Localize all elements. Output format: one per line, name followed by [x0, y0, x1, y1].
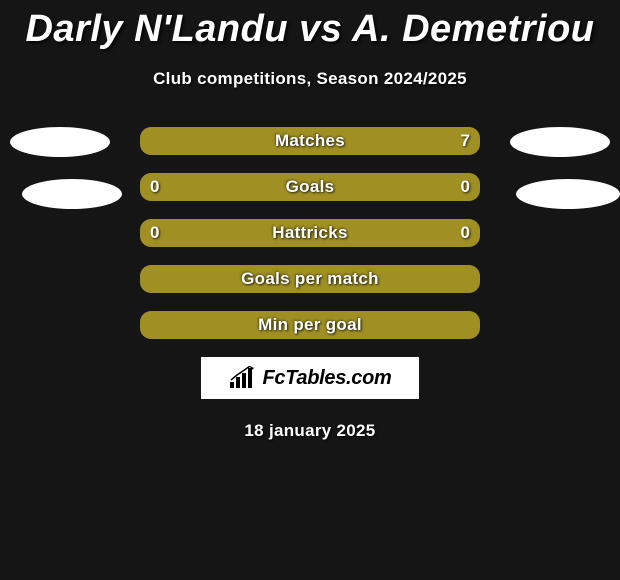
avatar-right-1	[510, 127, 610, 157]
stat-value-left: 0	[150, 177, 159, 197]
avatar-left-1	[10, 127, 110, 157]
stat-label: Matches	[275, 131, 345, 151]
branding-text: FcTables.com	[262, 367, 391, 390]
stat-bars: Matches 7 0 Goals 0 0 Hattricks 0 Goals …	[140, 127, 480, 339]
stat-bar-min-per-goal: Min per goal	[140, 311, 480, 339]
avatar-right-2	[516, 179, 620, 209]
chart-icon	[228, 366, 258, 390]
stat-value-right: 7	[461, 131, 470, 151]
stat-label: Goals per match	[241, 269, 379, 289]
stat-value-left: 0	[150, 223, 159, 243]
stat-label: Hattricks	[272, 223, 347, 243]
branding-box: FcTables.com	[201, 357, 419, 399]
stat-value-right: 0	[461, 223, 470, 243]
subtitle: Club competitions, Season 2024/2025	[0, 69, 620, 89]
stat-bar-hattricks: 0 Hattricks 0	[140, 219, 480, 247]
avatar-left-2	[22, 179, 122, 209]
comparison-content: Matches 7 0 Goals 0 0 Hattricks 0 Goals …	[0, 127, 620, 441]
stat-bar-goals: 0 Goals 0	[140, 173, 480, 201]
date-label: 18 january 2025	[0, 421, 620, 441]
stat-label: Min per goal	[258, 315, 362, 335]
page-title: Darly N'Landu vs A. Demetriou	[0, 0, 620, 51]
stat-bar-matches: Matches 7	[140, 127, 480, 155]
stat-bar-goals-per-match: Goals per match	[140, 265, 480, 293]
stat-value-right: 0	[461, 177, 470, 197]
stat-label: Goals	[286, 177, 335, 197]
